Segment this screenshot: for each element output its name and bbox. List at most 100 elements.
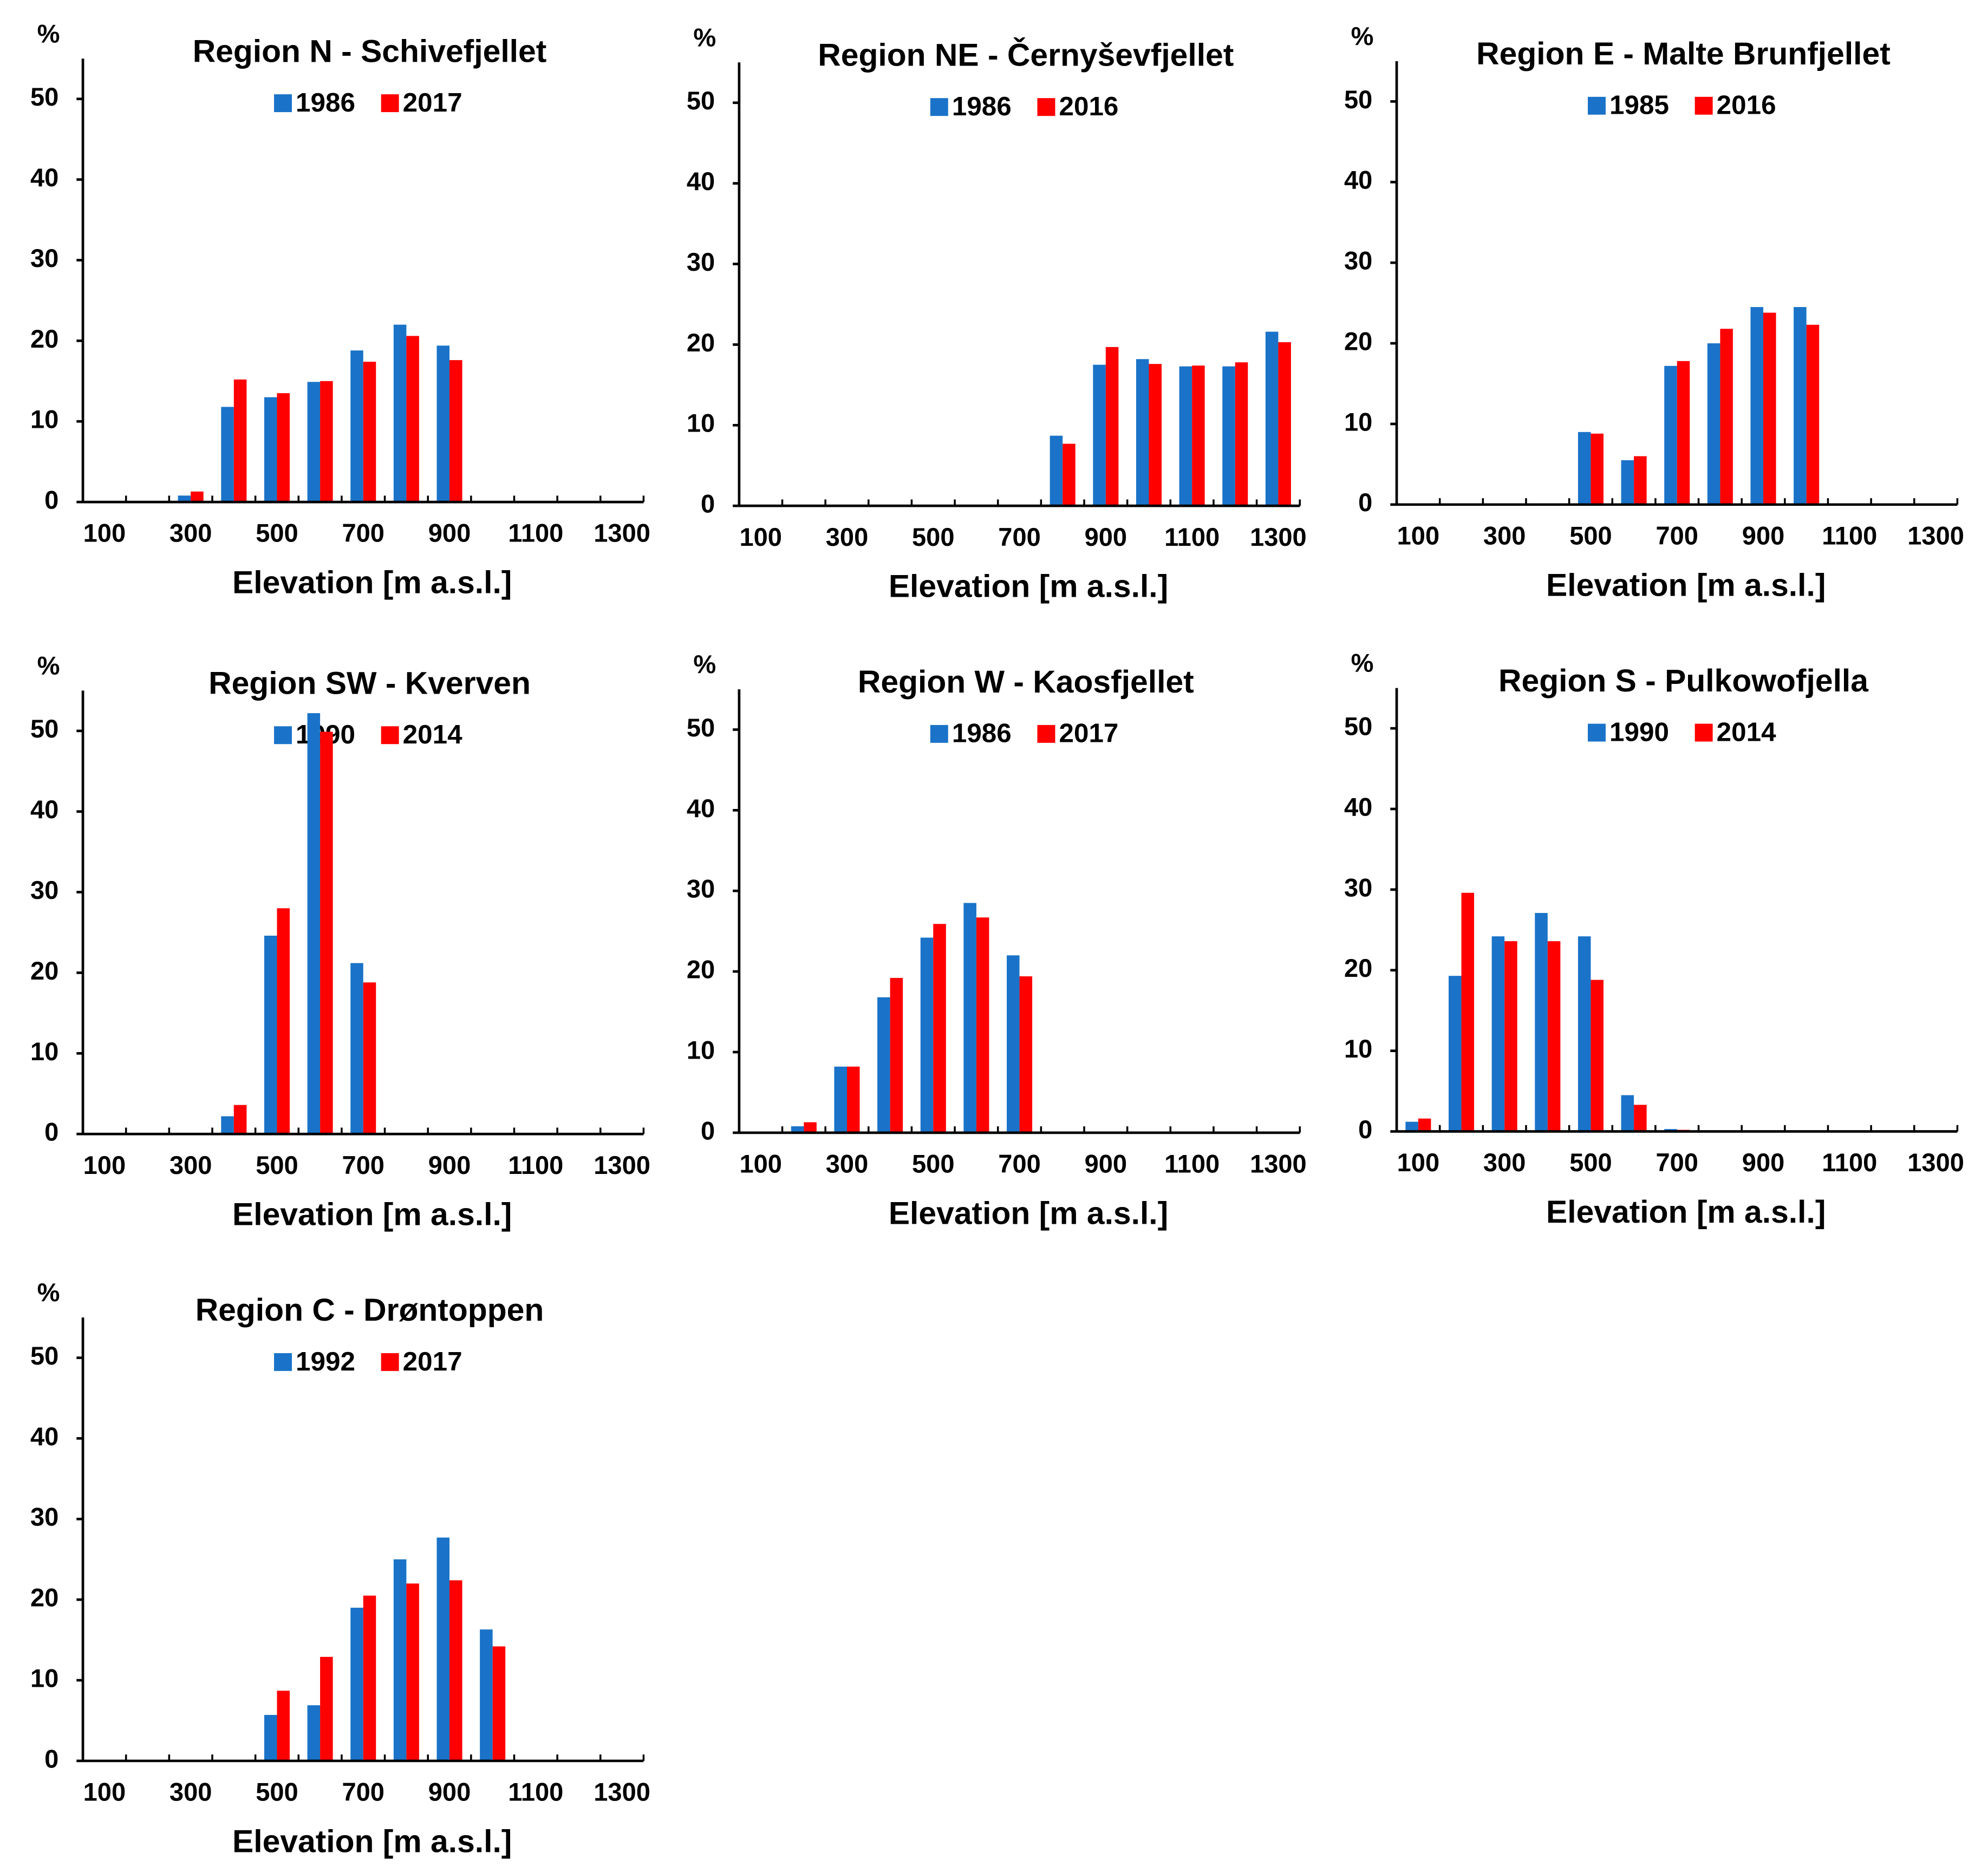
bar bbox=[449, 360, 462, 502]
bar bbox=[492, 1646, 506, 1761]
bar bbox=[1461, 892, 1475, 1132]
x-tick-label: 500 bbox=[256, 1778, 298, 1806]
panel: Region N - Schivefjellet% Elevation [m a.… bbox=[30, 19, 650, 600]
y-tick-label: 10 bbox=[30, 1037, 58, 1066]
bar bbox=[393, 324, 407, 502]
y-tick-label: 30 bbox=[1344, 246, 1372, 275]
legend-label: 1986 bbox=[296, 88, 355, 118]
y-tick-label: 40 bbox=[687, 167, 715, 195]
x-tick-label: 500 bbox=[1569, 521, 1612, 550]
bar bbox=[963, 903, 976, 1133]
x-tick-label: 300 bbox=[826, 1149, 869, 1178]
y-tick-label: 20 bbox=[1344, 954, 1372, 982]
bar bbox=[277, 393, 290, 502]
bar bbox=[233, 379, 247, 502]
x-tick-label: 900 bbox=[428, 519, 471, 547]
bar bbox=[363, 982, 376, 1134]
bar bbox=[1449, 976, 1462, 1132]
y-tick-label: 20 bbox=[687, 328, 715, 357]
bar bbox=[1677, 361, 1690, 505]
chart-title: Region S - Pulkowofjella bbox=[1498, 663, 1869, 699]
bar bbox=[1105, 347, 1119, 506]
x-axis-label: Elevation [m a.s.l.] bbox=[232, 1197, 512, 1232]
x-tick-label: 300 bbox=[170, 519, 212, 547]
bar bbox=[1136, 359, 1149, 506]
x-tick-label: 100 bbox=[83, 1151, 126, 1179]
x-tick-label: 1100 bbox=[508, 1778, 563, 1806]
x-tick-label: 1100 bbox=[1822, 521, 1877, 550]
legend-label: 2016 bbox=[1717, 90, 1776, 120]
bar bbox=[406, 336, 419, 502]
x-tick-label: 1100 bbox=[1164, 523, 1220, 551]
y-tick-label: 50 bbox=[30, 82, 58, 111]
bar bbox=[1019, 976, 1033, 1133]
y-tick-label: 50 bbox=[30, 1341, 58, 1370]
y-tick-label: 30 bbox=[30, 876, 58, 904]
legend-label: 1990 bbox=[1609, 717, 1669, 747]
legend-swatch bbox=[274, 726, 292, 745]
bar bbox=[976, 917, 989, 1133]
bar bbox=[1621, 460, 1634, 505]
bar bbox=[1418, 1118, 1431, 1132]
x-tick-label: 1300 bbox=[1907, 1148, 1964, 1177]
legend-swatch bbox=[381, 1353, 399, 1371]
y-axis-label: % bbox=[37, 651, 60, 680]
legend-swatch bbox=[930, 725, 948, 743]
y-tick-label: 10 bbox=[30, 1663, 58, 1692]
bar bbox=[1504, 941, 1517, 1132]
y-tick-label: 0 bbox=[1358, 1115, 1372, 1144]
y-tick-label: 0 bbox=[701, 490, 715, 518]
bar bbox=[221, 1116, 234, 1134]
y-tick-label: 0 bbox=[1358, 488, 1372, 517]
y-tick-label: 40 bbox=[30, 795, 58, 824]
legend-label: 1985 bbox=[1609, 90, 1669, 120]
x-axis-label: Elevation [m a.s.l.] bbox=[232, 1824, 512, 1859]
y-tick-label: 30 bbox=[30, 244, 58, 272]
bar bbox=[890, 978, 903, 1133]
bar bbox=[1007, 955, 1020, 1133]
legend-label: 2014 bbox=[403, 720, 462, 749]
legend-swatch bbox=[274, 1353, 292, 1371]
bar bbox=[933, 924, 946, 1133]
x-tick-label: 100 bbox=[1397, 521, 1440, 550]
y-tick-label: 10 bbox=[30, 405, 58, 434]
x-tick-label: 100 bbox=[1397, 1148, 1440, 1177]
x-tick-label: 500 bbox=[1569, 1148, 1612, 1177]
legend-swatch bbox=[1588, 723, 1606, 742]
x-tick-label: 1300 bbox=[594, 519, 650, 547]
legend-label: 2017 bbox=[1059, 719, 1119, 748]
panel: Region S - Pulkowofjella% Elevation [m a.… bbox=[1344, 649, 1964, 1230]
legend-label: 2016 bbox=[1059, 92, 1119, 121]
bar bbox=[846, 1066, 860, 1133]
bar bbox=[1149, 364, 1162, 506]
bar bbox=[877, 997, 890, 1133]
bar bbox=[264, 1715, 277, 1761]
bar bbox=[1063, 443, 1076, 506]
x-tick-label: 1300 bbox=[1907, 521, 1964, 550]
legend-swatch bbox=[1694, 723, 1713, 742]
y-axis-label: % bbox=[37, 1278, 60, 1307]
chart-title: Region E - Malte Brunfjellet bbox=[1476, 36, 1891, 71]
y-tick-label: 50 bbox=[687, 713, 715, 742]
x-tick-label: 700 bbox=[342, 1778, 384, 1806]
x-tick-label: 500 bbox=[912, 523, 955, 551]
bar bbox=[1222, 366, 1235, 506]
y-axis-label: % bbox=[37, 19, 60, 48]
x-tick-label: 900 bbox=[1085, 523, 1127, 551]
legend-label: 1992 bbox=[296, 1347, 355, 1376]
bar bbox=[406, 1583, 419, 1761]
x-tick-label: 900 bbox=[1085, 1149, 1127, 1178]
legend-label: 2017 bbox=[403, 1347, 462, 1376]
bar bbox=[1707, 343, 1720, 505]
bar bbox=[233, 1105, 247, 1134]
x-tick-label: 100 bbox=[83, 1778, 126, 1806]
bar bbox=[1192, 366, 1205, 506]
bar bbox=[1405, 1121, 1418, 1132]
bar bbox=[264, 935, 277, 1134]
bar bbox=[320, 732, 333, 1134]
bar bbox=[307, 1705, 321, 1761]
bar bbox=[221, 407, 234, 502]
y-tick-label: 0 bbox=[701, 1116, 715, 1145]
